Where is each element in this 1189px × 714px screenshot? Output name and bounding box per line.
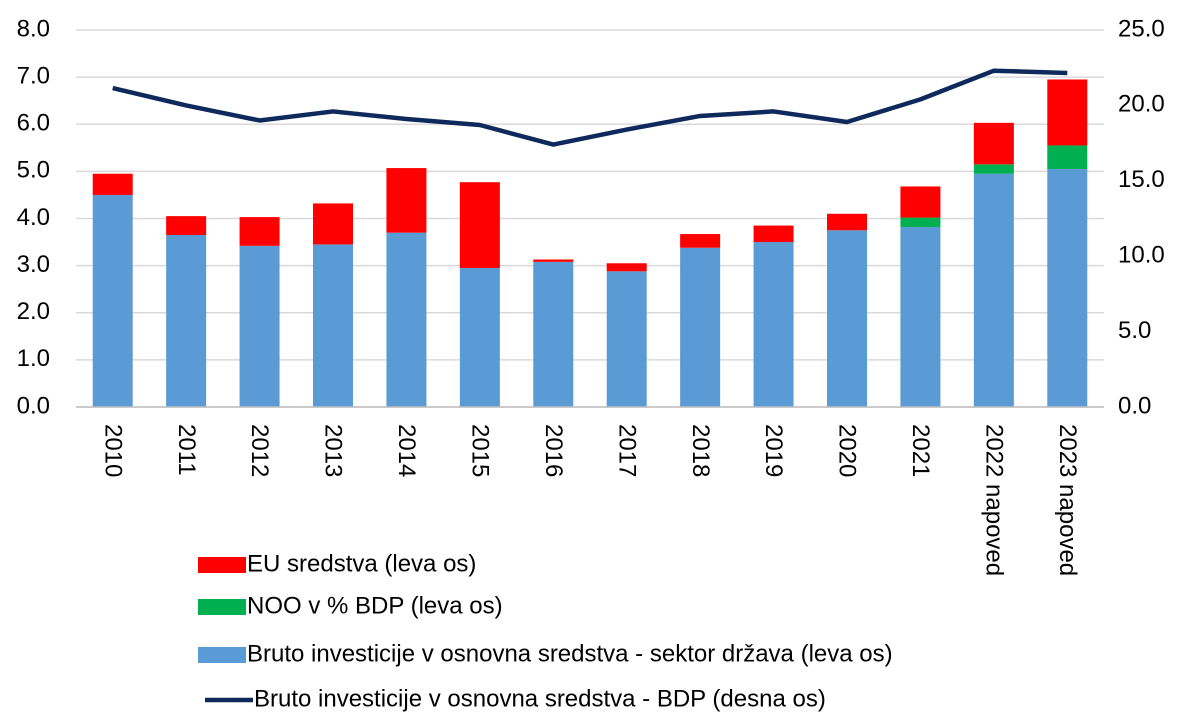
x-tick-label: 2021 — [907, 424, 934, 477]
y2-tick-label: 20.0 — [1118, 91, 1165, 118]
bar-segment — [313, 203, 353, 245]
bar-segment — [386, 232, 427, 407]
legend-swatch — [198, 599, 246, 615]
bar-segment — [606, 263, 647, 272]
bar-segment — [973, 164, 1014, 174]
legend-label: EU sredstva (leva os) — [247, 550, 476, 577]
bar-segment — [900, 186, 941, 218]
x-tick-label: 2010 — [99, 424, 126, 477]
y2-tick-label: 10.0 — [1118, 242, 1165, 269]
y-tick-label: 5.0 — [17, 157, 50, 184]
y2-tick-label: 15.0 — [1118, 166, 1165, 193]
bar-segment — [827, 230, 867, 407]
bar-segment — [239, 217, 280, 246]
y-tick-label: 2.0 — [17, 298, 50, 325]
legend-swatch — [198, 647, 246, 663]
legend-swatch — [198, 557, 246, 573]
bar-segment — [973, 122, 1014, 165]
y-tick-label: 0.0 — [17, 392, 50, 419]
y-tick-label: 6.0 — [17, 110, 50, 137]
x-tick-label: 2018 — [687, 424, 714, 477]
bar-segment — [386, 168, 427, 233]
x-tick-label: 2015 — [467, 424, 494, 477]
x-tick-label: 2022 napoved — [981, 424, 1008, 576]
x-tick-label: 2016 — [540, 424, 567, 477]
line-series — [112, 68, 1068, 147]
bar-segment — [166, 234, 207, 407]
legend-label: Bruto investicije v osnovna sredstva - B… — [254, 685, 826, 712]
bar-segment — [973, 173, 1014, 407]
bar-segment — [606, 271, 647, 407]
bar-segment — [827, 213, 867, 231]
x-tick-label: 2020 — [834, 424, 861, 477]
legend-label: Bruto investicije v osnovna sredstva - s… — [247, 640, 893, 667]
x-tick-label: 2019 — [760, 424, 787, 477]
bar-segment — [313, 244, 353, 407]
bar-segment — [239, 245, 280, 407]
bar-segment — [166, 216, 207, 235]
bar-segment — [533, 261, 574, 407]
y-tick-label: 4.0 — [17, 204, 50, 231]
bar-segment — [680, 247, 721, 407]
bar-segment — [1047, 79, 1088, 146]
bar-segment — [753, 242, 794, 407]
bar-segment — [1047, 169, 1088, 407]
x-tick-label: 2023 napoved — [1054, 424, 1081, 576]
y2-tick-label: 0.0 — [1118, 392, 1151, 419]
bar-segment — [900, 226, 941, 407]
x-tick-label: 2017 — [613, 424, 640, 477]
y-tick-label: 3.0 — [17, 251, 50, 278]
y-tick-label: 7.0 — [17, 62, 50, 89]
bar-segment — [1047, 145, 1088, 170]
bar-segment — [533, 259, 574, 262]
bar-segment — [459, 182, 500, 268]
x-tick-label: 2012 — [246, 424, 273, 477]
y2-tick-label: 25.0 — [1118, 15, 1165, 42]
bar-segment — [92, 194, 133, 407]
y-tick-label: 8.0 — [17, 15, 50, 42]
x-tick-label: 2011 — [173, 424, 200, 476]
bar-segment — [680, 234, 721, 248]
y-tick-label: 1.0 — [17, 345, 50, 372]
bar-segment — [92, 173, 133, 195]
y2-tick-label: 5.0 — [1118, 317, 1151, 344]
bar-segment — [753, 225, 794, 243]
x-tick-label: 2014 — [393, 424, 420, 477]
legend-label: NOO v % BDP (leva os) — [247, 592, 503, 619]
bar-segment — [900, 217, 941, 227]
x-tick-label: 2013 — [320, 424, 347, 477]
bar-segment — [459, 267, 500, 407]
